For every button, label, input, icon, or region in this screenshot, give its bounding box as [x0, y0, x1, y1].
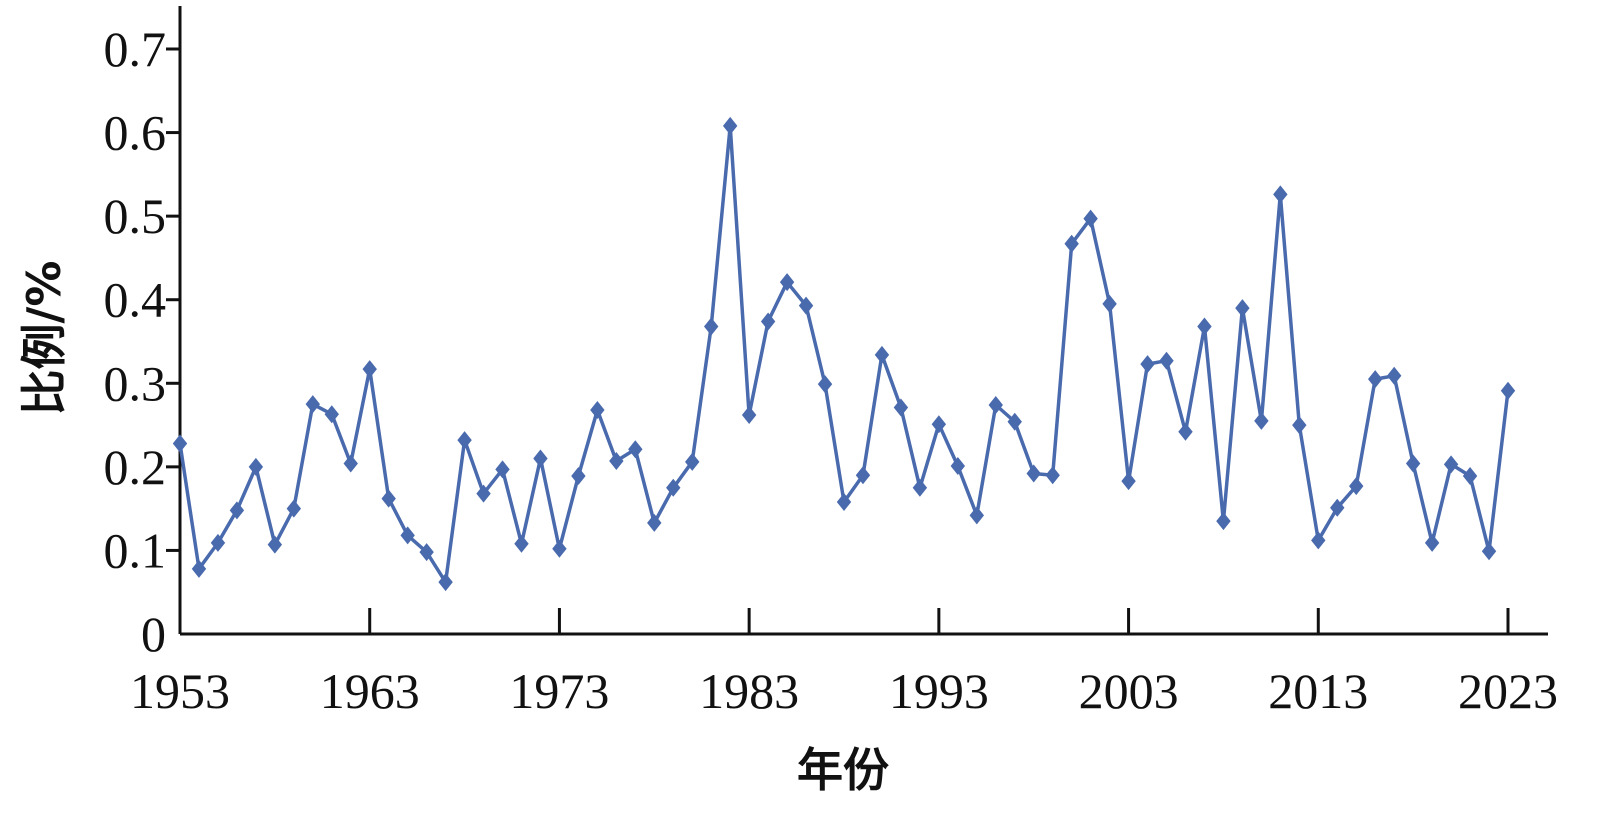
data-point	[798, 296, 814, 315]
data-point	[1159, 351, 1174, 370]
data-point	[1443, 455, 1459, 474]
y-tick-label: 0.7	[104, 21, 167, 77]
data-point	[1424, 533, 1440, 552]
data-markers	[172, 116, 1516, 592]
data-point	[438, 573, 453, 592]
data-point	[1216, 512, 1231, 531]
data-point	[514, 534, 529, 553]
data-point	[1197, 317, 1212, 336]
x-tick-label: 2013	[1268, 663, 1368, 719]
data-point	[1178, 422, 1193, 441]
data-point	[1481, 542, 1497, 561]
x-tick-label: 1993	[889, 663, 989, 719]
data-point	[476, 484, 491, 503]
data-point	[362, 360, 377, 379]
y-tick-label: 0.2	[104, 439, 167, 495]
y-tick-label: 0.4	[104, 272, 167, 328]
data-point	[1500, 381, 1516, 400]
data-point	[248, 457, 264, 476]
data-point	[931, 415, 947, 434]
data-point	[628, 440, 643, 459]
data-point	[685, 452, 700, 471]
data-point	[590, 401, 605, 420]
data-point	[722, 116, 738, 135]
data-point	[912, 478, 928, 497]
data-point	[210, 533, 226, 552]
series-line	[178, 124, 1510, 584]
data-point	[286, 499, 302, 518]
data-point	[704, 317, 719, 336]
y-tick-label: 0.3	[104, 355, 167, 411]
data-point	[836, 492, 852, 511]
data-point	[400, 526, 415, 545]
data-point	[666, 478, 681, 497]
data-point	[1026, 464, 1041, 483]
x-tick-label: 1973	[509, 663, 609, 719]
data-point	[552, 539, 567, 558]
data-point	[381, 489, 396, 508]
data-point	[1462, 467, 1478, 486]
x-tick-label: 1963	[320, 663, 420, 719]
data-point	[1273, 185, 1288, 204]
data-point	[571, 467, 586, 486]
data-point	[1235, 299, 1250, 318]
data-point	[343, 454, 358, 473]
data-point	[817, 375, 833, 394]
x-tick-label: 2003	[1079, 663, 1179, 719]
data-point	[1405, 454, 1421, 473]
data-point	[874, 345, 890, 364]
data-point	[969, 506, 984, 525]
y-axis-ticks: 0 0.1 0.2 0.3 0.4 0.5 0.6 0.7	[104, 21, 180, 662]
data-point	[1045, 466, 1060, 485]
data-point	[988, 396, 1003, 415]
data-point	[172, 434, 188, 453]
y-tick-label: 0.1	[104, 522, 167, 578]
data-point	[1330, 498, 1345, 517]
data-point	[1254, 411, 1269, 430]
data-point	[1007, 412, 1022, 431]
data-point	[1311, 531, 1326, 550]
data-point	[533, 449, 548, 468]
data-point	[893, 398, 909, 417]
y-tick-label: 0	[141, 606, 166, 662]
data-point	[305, 395, 320, 414]
data-point	[855, 466, 871, 485]
x-tick-label: 1983	[699, 663, 799, 719]
data-point	[1368, 370, 1383, 389]
y-axis-title: 比例/%	[17, 261, 71, 416]
data-point	[1349, 477, 1364, 496]
x-axis-ticks: 1953 1963 1973 1983 1993 2003 2013 2023	[130, 608, 1558, 719]
data-point	[419, 543, 434, 562]
data-point	[1083, 209, 1098, 228]
data-point	[1292, 416, 1307, 435]
data-point	[1121, 472, 1136, 491]
data-point	[760, 312, 776, 331]
x-tick-label: 1953	[130, 663, 230, 719]
data-point	[1064, 234, 1079, 253]
data-point	[495, 460, 510, 479]
data-point	[647, 513, 662, 532]
data-point	[1386, 366, 1402, 385]
x-axis-title: 年份	[797, 743, 889, 797]
data-point	[457, 431, 472, 450]
data-point	[1102, 294, 1117, 313]
data-point	[779, 273, 795, 292]
data-point	[741, 406, 757, 425]
y-tick-label: 0.6	[104, 105, 167, 161]
data-point	[609, 452, 624, 471]
data-point	[1140, 355, 1155, 374]
data-point	[191, 559, 207, 578]
data-point	[950, 457, 966, 476]
x-tick-label: 2023	[1458, 663, 1558, 719]
y-tick-label: 0.5	[104, 188, 167, 244]
data-point	[267, 535, 283, 554]
data-point	[229, 501, 245, 520]
data-point	[324, 405, 339, 424]
